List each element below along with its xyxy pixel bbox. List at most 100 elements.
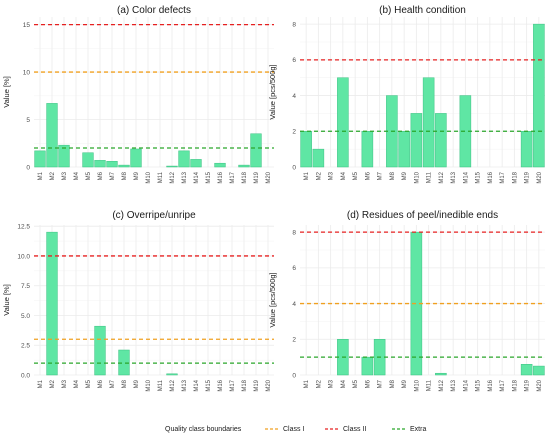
y-tick-label: 7.5 [21,283,30,290]
x-tick-label: M17 [500,171,506,183]
x-tick-label: M7 [378,171,384,180]
bar-M6 [361,356,374,376]
y-tick-label: 0.0 [21,372,30,379]
y-tick-label: 2 [292,129,296,136]
x-tick-label: M13 [182,171,188,183]
legend: Quality class boundaries Class I Class II E… [165,426,426,433]
x-tick-label: M11 [158,379,164,391]
x-tick-label: M19 [254,171,260,183]
bar-M12 [166,373,178,376]
bar-M2 [46,231,58,376]
x-tick-label: M3 [62,171,68,180]
bar-M16 [214,162,226,168]
x-tick-label: M6 [365,379,371,388]
plot-background [34,225,274,375]
x-tick-label: M1 [304,171,310,180]
x-tick-label: M20 [266,379,272,391]
x-tick-label: M12 [439,379,445,391]
bar-M12 [166,165,178,168]
y-axis-label: Value [%] [2,284,11,316]
x-tick-label: M8 [390,379,396,388]
bar-M9 [130,148,142,168]
x-tick-label: M14 [194,171,200,183]
legend-label: Class I [283,426,304,433]
x-tick-label: M12 [439,171,445,183]
chart-panel-0: 0 5 10 15 M1 M2 M3 M4 M5 M6 M7 M8 M9 M10 M11 M12 M13 M14 M… [2,5,274,184]
plot-background [34,17,274,167]
x-tick-label: M6 [98,171,104,180]
x-tick-label: M16 [488,379,494,391]
x-tick-label: M5 [86,379,92,388]
y-tick-label: 0 [26,164,30,171]
x-tick-label: M15 [476,379,482,391]
bar-M5 [82,152,94,168]
x-tick-label: M9 [134,171,140,180]
x-tick-label: M20 [537,171,543,183]
x-tick-label: M15 [206,171,212,183]
x-tick-label: M20 [537,379,543,391]
x-tick-label: M2 [50,379,56,388]
y-tick-label: 15 [23,22,31,29]
x-tick-label: M2 [50,171,56,180]
x-tick-label: M20 [266,171,272,183]
x-tick-label: M8 [390,171,396,180]
bar-M13 [178,150,190,168]
bar-M20 [533,23,545,168]
x-tick-label: M7 [110,171,116,180]
x-tick-label: M17 [230,379,236,391]
y-tick-label: 2 [292,337,296,344]
bar-M6 [361,131,374,168]
x-tick-label: M3 [62,379,68,388]
x-tick-label: M13 [451,379,457,391]
bar-M4 [337,77,349,168]
bar-M10 [410,113,423,168]
legend-label: Class II [343,426,366,433]
x-tick-label: M11 [427,171,433,183]
x-tick-label: M12 [170,171,176,183]
bar-M18 [238,164,250,168]
y-axis-label: Value [pcs/500g] [268,272,277,327]
chart-panel-2: 0.0 2.5 5.0 7.5 10.0 12.5 M1 M2 M3 M4 M5 M6 M7 M8 M9 M1… [2,210,274,392]
x-tick-label: M4 [341,171,347,180]
x-tick-label: M18 [242,171,248,183]
x-tick-label: M16 [218,379,224,391]
x-tick-label: M18 [512,379,518,391]
bar-M6 [94,160,106,168]
x-tick-label: M9 [402,379,408,388]
y-tick-label: 10 [23,69,31,76]
y-tick-label: 4 [292,301,296,308]
x-tick-label: M16 [488,171,494,183]
x-tick-label: M3 [329,379,335,388]
x-tick-label: M13 [182,379,188,391]
x-tick-label: M4 [74,171,80,180]
x-tick-label: M19 [525,171,531,183]
y-tick-label: 0 [292,164,296,171]
x-tick-label: M2 [316,171,322,180]
x-tick-label: M5 [353,379,359,388]
x-tick-label: M5 [86,171,92,180]
x-tick-label: M19 [254,379,260,391]
bar-M9 [398,131,410,168]
y-tick-label: 10.0 [17,253,30,260]
x-tick-label: M4 [74,379,80,388]
bar-M19 [250,133,262,168]
plot-background [300,17,545,167]
bar-M2 [46,103,58,168]
chart-panel-3: 0 2 4 6 8 M1 M2 M3 M4 M5 M6 M7 M8 M9 M10 M11 M12 M13 M14 M1… [268,210,545,392]
y-tick-label: 6 [292,265,296,272]
x-tick-label: M10 [146,379,152,391]
x-tick-label: M16 [218,171,224,183]
bar-M1 [300,131,312,168]
y-tick-label: 5.0 [21,313,30,320]
chart-panel-1: 0 2 4 6 8 M1 M2 M3 M4 M5 M6 M7 M8 M9 M10 M11 M12 M13 M14 M1… [268,5,545,184]
bar-M1 [34,150,46,168]
chart-title: (a) Color defects [117,5,191,16]
x-tick-label: M2 [316,379,322,388]
x-tick-label: M10 [146,171,152,183]
y-tick-label: 6 [292,57,296,64]
x-tick-label: M1 [304,379,310,388]
x-tick-label: M17 [230,171,236,183]
y-tick-label: 4 [292,93,296,100]
x-tick-label: M1 [38,171,44,180]
